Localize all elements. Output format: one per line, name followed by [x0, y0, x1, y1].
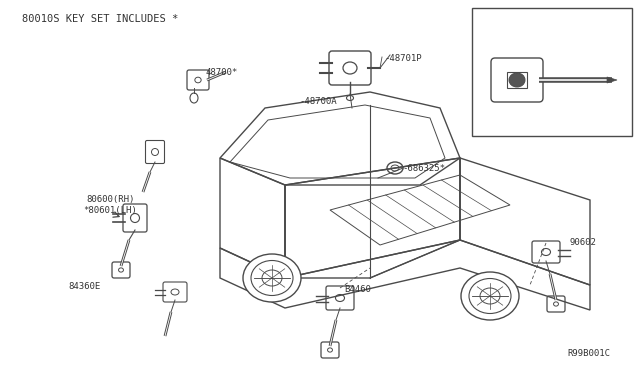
Ellipse shape: [509, 73, 525, 87]
Text: 90602: 90602: [570, 238, 597, 247]
Bar: [472, 8, 632, 136]
Text: -48700A: -48700A: [299, 97, 337, 106]
Text: B4460: B4460: [344, 285, 371, 294]
Text: R99B001C: R99B001C: [567, 349, 610, 358]
Polygon shape: [607, 77, 617, 83]
Text: 48700*: 48700*: [205, 68, 237, 77]
Text: 80600P(VALET): 80600P(VALET): [478, 30, 553, 39]
Text: 84360E: 84360E: [68, 282, 100, 291]
Text: 80010S KEY SET INCLUDES *: 80010S KEY SET INCLUDES *: [22, 14, 179, 24]
Text: 80600N: 80600N: [478, 18, 513, 27]
Text: -686325*: -686325*: [402, 164, 445, 173]
Ellipse shape: [461, 272, 519, 320]
Text: -48701P: -48701P: [384, 54, 422, 63]
Bar: [507, 72, 527, 88]
Text: 80600(RH): 80600(RH): [86, 195, 134, 204]
Ellipse shape: [243, 254, 301, 302]
Text: *80601(LH): *80601(LH): [83, 206, 137, 215]
